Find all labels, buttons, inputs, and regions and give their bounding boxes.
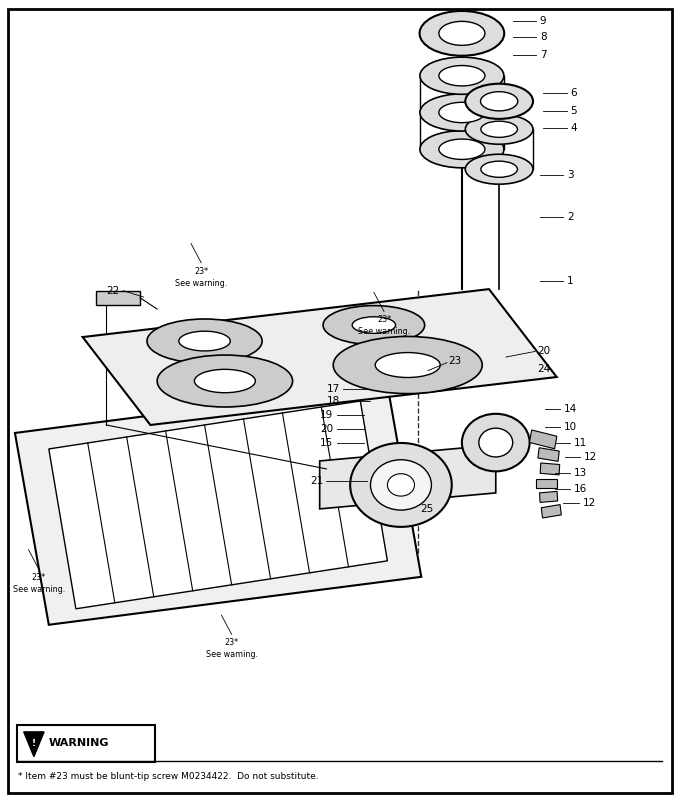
Polygon shape: [49, 401, 388, 609]
Ellipse shape: [194, 370, 256, 393]
Ellipse shape: [481, 121, 517, 137]
Ellipse shape: [371, 460, 431, 510]
Ellipse shape: [333, 337, 482, 394]
FancyBboxPatch shape: [537, 479, 557, 488]
Ellipse shape: [481, 91, 517, 111]
FancyBboxPatch shape: [17, 726, 155, 762]
Polygon shape: [320, 445, 496, 509]
FancyBboxPatch shape: [540, 463, 560, 475]
Text: 3: 3: [567, 170, 573, 180]
FancyBboxPatch shape: [541, 504, 561, 518]
Text: 6: 6: [571, 88, 577, 99]
Text: 16: 16: [574, 484, 587, 494]
Text: WARNING: WARNING: [49, 738, 109, 748]
Ellipse shape: [157, 355, 292, 407]
FancyBboxPatch shape: [8, 10, 672, 792]
Ellipse shape: [420, 131, 504, 168]
Text: 13: 13: [574, 468, 587, 478]
Text: 25: 25: [420, 504, 433, 514]
Text: 23*
See warning.: 23* See warning.: [358, 315, 410, 336]
Text: 18: 18: [327, 396, 340, 406]
Text: 23*
See warning.: 23* See warning.: [12, 573, 65, 593]
Text: 12: 12: [583, 498, 596, 508]
Text: 9: 9: [540, 16, 547, 26]
Ellipse shape: [439, 139, 485, 160]
Text: 2: 2: [567, 213, 573, 222]
Ellipse shape: [465, 114, 533, 144]
FancyBboxPatch shape: [538, 448, 559, 461]
Ellipse shape: [147, 319, 262, 363]
Text: 23*
See warning.: 23* See warning.: [175, 267, 227, 288]
Text: 20: 20: [538, 346, 551, 356]
Text: 22: 22: [107, 286, 120, 296]
Ellipse shape: [481, 161, 517, 177]
Ellipse shape: [388, 474, 415, 496]
Text: 23: 23: [448, 356, 462, 366]
Text: 8: 8: [540, 32, 547, 43]
Text: 1: 1: [567, 276, 573, 286]
Ellipse shape: [439, 103, 485, 123]
Ellipse shape: [179, 331, 231, 351]
Ellipse shape: [323, 306, 424, 345]
Ellipse shape: [479, 428, 513, 457]
Text: 19: 19: [320, 410, 333, 419]
Ellipse shape: [465, 154, 533, 184]
Text: 20: 20: [320, 424, 333, 434]
Ellipse shape: [462, 414, 530, 472]
Text: 4: 4: [571, 124, 577, 133]
FancyBboxPatch shape: [530, 430, 557, 449]
Polygon shape: [15, 385, 422, 625]
Text: 17: 17: [327, 384, 340, 394]
Ellipse shape: [375, 353, 440, 378]
Text: 24: 24: [538, 364, 551, 374]
Ellipse shape: [420, 57, 504, 95]
Polygon shape: [83, 289, 557, 425]
Ellipse shape: [439, 66, 485, 86]
Text: 12: 12: [584, 452, 597, 462]
FancyBboxPatch shape: [539, 492, 558, 502]
Text: !: !: [32, 739, 36, 747]
Text: 11: 11: [574, 438, 587, 448]
Text: 14: 14: [564, 404, 577, 414]
Text: 15: 15: [320, 438, 333, 448]
Ellipse shape: [352, 317, 396, 334]
Text: 10: 10: [564, 422, 577, 431]
Ellipse shape: [465, 83, 533, 119]
Ellipse shape: [350, 443, 452, 527]
Ellipse shape: [420, 11, 505, 55]
Text: 23*
See waming.: 23* See waming.: [205, 638, 258, 659]
Text: 21: 21: [310, 476, 323, 486]
Text: 7: 7: [540, 50, 547, 60]
Text: * Item #23 must be blunt-tip screw M0234422.  Do not substitute.: * Item #23 must be blunt-tip screw M0234…: [18, 772, 319, 781]
Ellipse shape: [439, 22, 485, 46]
Ellipse shape: [420, 94, 504, 131]
FancyBboxPatch shape: [96, 290, 140, 305]
Polygon shape: [24, 732, 44, 756]
Text: 5: 5: [571, 106, 577, 115]
